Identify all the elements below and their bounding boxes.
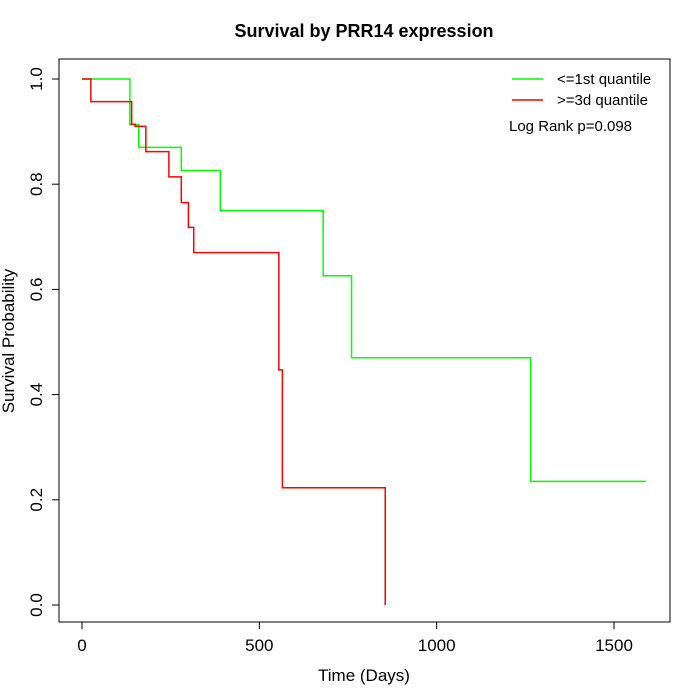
x-axis: 0 500 1000 1500 bbox=[77, 621, 633, 655]
y-tick-label: 0.4 bbox=[27, 383, 46, 407]
y-tick-label: 0.2 bbox=[27, 488, 46, 512]
y-tick-label: 0.6 bbox=[27, 278, 46, 302]
y-tick-label: 0.0 bbox=[27, 593, 46, 617]
chart-title: Survival by PRR14 expression bbox=[234, 21, 493, 41]
x-tick-label: 1500 bbox=[595, 636, 633, 655]
legend-label: <=1st quantile bbox=[557, 71, 651, 88]
y-tick-label: 0.8 bbox=[27, 172, 46, 196]
legend: <=1st quantile >=3d quantile bbox=[512, 71, 651, 109]
log-rank-annotation: Log Rank p=0.098 bbox=[509, 118, 632, 135]
series-group bbox=[82, 78, 646, 605]
x-tick-label: 0 bbox=[77, 636, 86, 655]
x-tick-label: 1000 bbox=[418, 636, 456, 655]
plot-frame bbox=[58, 58, 671, 623]
y-tick-label: 1.0 bbox=[27, 67, 46, 91]
series-line-1 bbox=[82, 78, 646, 483]
legend-label: >=3d quantile bbox=[557, 92, 648, 109]
x-tick-label: 500 bbox=[245, 636, 273, 655]
y-axis-label: Survival Probability bbox=[0, 268, 18, 413]
series-line-2 bbox=[82, 78, 386, 605]
y-axis: 0.0 0.2 0.4 0.6 0.8 1.0 bbox=[27, 67, 60, 617]
x-axis-label: Time (Days) bbox=[318, 666, 410, 685]
